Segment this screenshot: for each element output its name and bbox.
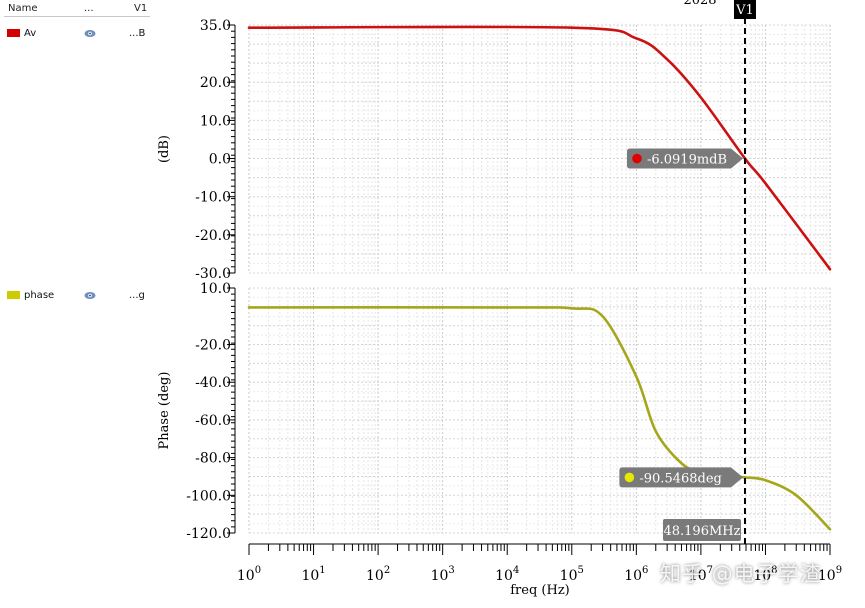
legend-divider (4, 16, 150, 17)
x-tick-exponent: 2 (384, 565, 390, 576)
legend-header-visibility: ... (84, 3, 94, 14)
x-tick-exponent: 7 (707, 565, 713, 576)
y-axis-title: Phase (deg) (157, 372, 172, 450)
y-tick-label: -80.0 (195, 451, 231, 467)
legend-value-av: ...B (129, 28, 146, 39)
y-tick-label: 10.0 (200, 113, 231, 129)
av-color-swatch (7, 29, 20, 37)
x-tick-exponent: 0 (255, 565, 261, 576)
y-tick-label: -120.0 (186, 526, 231, 542)
marker-dot (632, 153, 642, 164)
panel-av: 35.0 20.0 10.0 0.0 -10.0 -20.0 -30.0 (dB) -6.091… (157, 18, 832, 282)
y-tick-label: -60.0 (195, 413, 231, 429)
cursor-freq-box (662, 519, 741, 541)
x-tick-label: 109 (818, 565, 842, 584)
top-clipped-label: 2028 (683, 0, 716, 8)
marker-bubble (626, 148, 743, 169)
x-tick-base: 10 (431, 568, 449, 584)
legend-label-phase: phase (24, 290, 55, 301)
x-tick-label: 107 (689, 565, 713, 584)
x-axis-title: freq (Hz) (510, 583, 570, 598)
x-tick-base: 10 (560, 568, 578, 584)
marker-callout-av: -6.0919mdB (626, 148, 743, 169)
legend-value-phase: ...g (129, 290, 145, 301)
x-tick-label: 106 (624, 565, 648, 584)
y-tick-label: -20.0 (195, 228, 231, 244)
x-tick-exponent: 5 (578, 565, 584, 576)
x-tick-label: 101 (301, 565, 325, 584)
x-tick-label: 102 (366, 565, 390, 584)
x-tick-base: 10 (753, 568, 771, 584)
x-tick-base: 10 (495, 568, 513, 584)
x-tick-exponent: 6 (642, 565, 648, 576)
marker-label: -6.0919mdB (647, 153, 727, 168)
cursor-freq-label: 48.196MHz (663, 524, 740, 539)
series-line-phase (247, 306, 832, 531)
legend-header-name: Name (8, 3, 38, 14)
marker-bubble (619, 467, 743, 488)
x-tick-base: 10 (301, 568, 319, 584)
marker-callout-phase: -90.5468deg (619, 467, 743, 488)
marker-dot (624, 472, 635, 483)
x-tick-label: 100 (237, 565, 261, 584)
eye-icon[interactable] (84, 291, 96, 300)
cursor-tag (733, 0, 756, 19)
x-tick-label: 105 (560, 565, 584, 584)
y-tick-label: 35.0 (200, 18, 231, 34)
y-axis-title: (dB) (157, 135, 172, 163)
x-tick-base: 10 (818, 568, 836, 584)
x-tick-base: 10 (366, 568, 384, 584)
y-tick-label: -30.0 (195, 266, 231, 282)
legend-label-av: Av (24, 28, 37, 39)
x-tick-label: 104 (495, 565, 519, 584)
phase-color-swatch (7, 291, 20, 299)
x-tick-label: 108 (753, 565, 777, 584)
x-tick-base: 10 (624, 568, 642, 584)
legend-header-cursor: V1 (134, 3, 148, 14)
y-tick-label: -10.0 (195, 190, 231, 206)
y-tick-label: -20.0 (195, 338, 231, 354)
cursor-v1[interactable]: V1 48.196MHz (662, 0, 756, 544)
cursor-name: V1 (735, 3, 754, 18)
y-tick-label: 0.0 (209, 152, 231, 168)
y-tick-label: 10.0 (200, 281, 231, 297)
y-tick-label: 20.0 (200, 75, 231, 91)
panel-phase: 10.0 -20.0 -40.0 -60.0 -80.0 -100.0 -120.0 Phas… (157, 281, 832, 542)
x-tick-base: 10 (237, 568, 255, 584)
x-tick-exponent: 8 (771, 565, 777, 576)
x-tick-exponent: 3 (448, 565, 454, 576)
eye-icon[interactable] (84, 29, 96, 38)
y-tick-label: -100.0 (186, 488, 231, 504)
marker-label: -90.5468deg (639, 471, 722, 486)
x-tick-base: 10 (689, 568, 707, 584)
watermark: 知乎 @电子学渣 (660, 562, 822, 586)
x-tick-exponent: 9 (836, 565, 842, 576)
x-tick-exponent: 4 (513, 565, 519, 576)
series-line-av (247, 25, 832, 271)
y-tick-label: -40.0 (195, 375, 231, 391)
legend-panel: Name ... V1 Av ...B phase ...g (0, 0, 150, 608)
x-tick-label: 103 (431, 565, 455, 584)
x-tick-exponent: 1 (319, 565, 325, 576)
